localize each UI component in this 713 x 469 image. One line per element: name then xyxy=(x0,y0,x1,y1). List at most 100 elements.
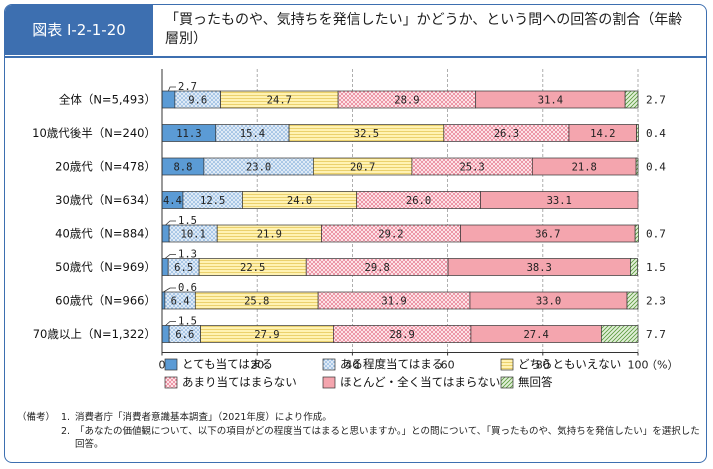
x-axis: 0 20 40 60 80 100（%） xyxy=(159,69,678,372)
bar-segment xyxy=(634,224,639,243)
data-label: 2.7 xyxy=(178,81,197,93)
data-label: 2.7 xyxy=(646,94,666,107)
data-label: 24.7 xyxy=(267,95,292,107)
data-label: 28.9 xyxy=(389,329,414,341)
category-label: 60歳代（N=966） xyxy=(55,294,156,308)
data-label: 28.9 xyxy=(394,95,419,107)
gridlines xyxy=(256,69,639,353)
data-label: 26.3 xyxy=(494,128,519,140)
category-label: 10歳代後半（N=240） xyxy=(32,126,156,140)
figure-tag: 図表 I-2-1-20 xyxy=(5,5,153,55)
data-label: 21.9 xyxy=(257,229,282,241)
data-label: 6.5 xyxy=(174,262,193,274)
data-label: 22.5 xyxy=(240,262,265,274)
data-label: 23.0 xyxy=(246,162,271,174)
legend-label: ある程度当てはまる xyxy=(340,357,443,371)
data-label: 0.6 xyxy=(178,282,197,294)
legend-swatch xyxy=(322,358,336,371)
bar-segment xyxy=(161,224,170,243)
data-label: 32.5 xyxy=(354,128,379,140)
legend-label: あまり当てはまらない xyxy=(182,375,297,389)
figure-frame: 図表 I-2-1-20 「買ったものや、気持ちを発信したい」かどうか、という問へ… xyxy=(4,4,707,463)
notes-section: （備考） 1. 消費者庁「消費者意識基本調査」（2021年度）により作成。 2.… xyxy=(17,411,706,452)
data-label: 21.8 xyxy=(572,162,597,174)
data-label: 6.6 xyxy=(175,329,194,341)
leader-line xyxy=(164,254,176,259)
x-tick-label: 100 xyxy=(628,359,649,372)
legend-swatch xyxy=(500,376,514,389)
leader-line xyxy=(168,86,176,92)
bar-segment xyxy=(480,191,639,209)
note-number: 2. xyxy=(61,425,71,437)
x-tick-label: 0 xyxy=(159,359,166,372)
note-number: 1. xyxy=(61,412,71,423)
data-label: 7.7 xyxy=(646,328,666,341)
data-label: 25.3 xyxy=(459,162,484,174)
data-label: 1.5 xyxy=(178,215,197,227)
data-label: 9.6 xyxy=(188,95,207,107)
note-2: 2. 「あなたの価値観について、以下の項目がどの程度当てはまると思いますか。」と… xyxy=(17,425,706,452)
data-label: 1.3 xyxy=(178,249,197,261)
data-label: 12.5 xyxy=(200,195,225,207)
data-label: 4.4 xyxy=(163,195,182,207)
bar-segment xyxy=(600,325,639,343)
data-label: 36.7 xyxy=(535,229,560,241)
data-label: 31.4 xyxy=(538,95,563,107)
bar-segment xyxy=(161,90,176,109)
x-tick-label: 20 xyxy=(250,359,264,372)
data-label: 0.7 xyxy=(646,228,666,241)
legend-label: とても当てはまる xyxy=(182,357,273,371)
leader-line xyxy=(165,321,176,326)
bar-segment xyxy=(626,291,639,310)
legend-swatch xyxy=(164,358,178,371)
legend-swatch xyxy=(322,376,336,389)
x-tick-label: 60 xyxy=(441,359,455,372)
bar-segment xyxy=(635,157,639,176)
data-label: 31.9 xyxy=(381,296,406,308)
note-1: （備考） 1. 消費者庁「消費者意識基本調査」（2021年度）により作成。 xyxy=(17,411,706,425)
data-label: 6.4 xyxy=(171,296,190,308)
bars-group xyxy=(161,90,639,343)
header-divider xyxy=(5,56,706,58)
figure-header: 図表 I-2-1-20 「買ったものや、気持ちを発信したい」かどうか、という問へ… xyxy=(5,5,706,58)
data-label: 33.0 xyxy=(536,296,561,308)
data-label: 11.3 xyxy=(176,128,201,140)
category-label: 40歳代（N=884） xyxy=(55,227,156,241)
data-label: 1.5 xyxy=(646,261,666,274)
data-label: 38.3 xyxy=(527,262,552,274)
bar-segment xyxy=(630,258,638,276)
note-text: 「あなたの価値観について、以下の項目がどの程度当てはまると思いますか。」との問に… xyxy=(75,425,700,451)
data-label: 27.4 xyxy=(523,329,548,341)
data-label: 29.2 xyxy=(378,229,403,241)
bar-segment xyxy=(636,124,639,142)
stacked-bar-chart: 全体（N=5,493） 2.7 9.6 24.7 28.9 31.4 2.7 10歳代後半（N… xyxy=(32,69,678,389)
notes-head: （備考） xyxy=(17,412,56,423)
labels-group: 全体（N=5,493） 2.7 9.6 24.7 28.9 31.4 2.7 10歳代後半（N… xyxy=(32,81,666,341)
leader-line xyxy=(165,220,176,226)
data-label: 29.8 xyxy=(365,262,390,274)
data-label: 33.1 xyxy=(547,195,572,207)
category-label: 全体（N=5,493） xyxy=(59,93,156,107)
data-label: 0.4 xyxy=(646,127,666,140)
bar-segment xyxy=(161,325,170,343)
x-tick-label: 40 xyxy=(345,359,359,372)
data-label: 14.2 xyxy=(590,128,615,140)
data-label: 20.7 xyxy=(350,162,375,174)
category-label: 30歳代（N=634） xyxy=(55,193,156,207)
data-label: 0.4 xyxy=(646,161,666,174)
bar-segment xyxy=(624,90,639,109)
data-label: 24.0 xyxy=(287,195,312,207)
figure-title: 「買ったものや、気持ちを発信したい」かどうか、という問への回答の割合（年齢層別） xyxy=(165,12,683,47)
data-label: 10.1 xyxy=(181,229,206,241)
category-label: 20歳代（N=478） xyxy=(55,160,156,174)
note-text: 消費者庁「消費者意識基本調査」（2021年度）により作成。 xyxy=(75,412,332,423)
data-label: 27.9 xyxy=(254,329,279,341)
legend-label: どちらともいえない xyxy=(518,357,621,371)
leader-line xyxy=(163,287,176,293)
bar-segment xyxy=(161,258,169,276)
legend-swatch xyxy=(500,358,514,371)
x-axis-unit: （%） xyxy=(646,359,678,372)
legend-label: ほとんど・全く当てはまらない xyxy=(340,375,500,389)
data-label: 15.4 xyxy=(240,128,265,140)
